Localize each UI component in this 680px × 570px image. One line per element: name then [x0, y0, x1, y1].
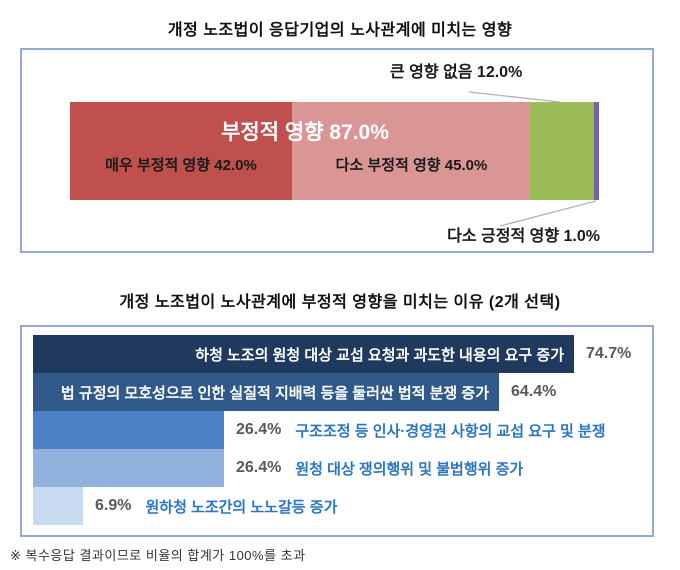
- segment-very-negative: [70, 102, 293, 200]
- chart1-panel: 부정적 영향 87.0% 매우 부정적 영향 42.0% 다소 부정적 영향 4…: [20, 48, 654, 253]
- bar-label: 구조조정 등 인사·경영권 사항의 교섭 요구 및 분쟁: [295, 422, 606, 440]
- bar-value: 74.7%: [586, 345, 632, 362]
- chart1-title: 개정 노조법이 응답기업의 노사관계에 미치는 영향: [167, 22, 513, 39]
- reason-bars: 하청 노조의 원청 대상 교섭 요청과 과도한 내용의 요구 증가 74.7% …: [33, 335, 645, 525]
- bar-label: 하청 노조의 원청 대상 교섭 요청과 과도한 내용의 요구 증가: [195, 346, 564, 364]
- no-impact-label: 큰 영향 없음 12.0%: [390, 64, 523, 81]
- very-negative-label: 매우 부정적 영향 42.0%: [105, 157, 257, 174]
- bar-illegal-actions: [33, 449, 224, 487]
- leader-line-no-impact: [468, 91, 561, 103]
- negative-total-label: 부정적 영향 87.0%: [221, 121, 389, 144]
- bar-row: 6.9% 원하청 노조간의 노노갈등 증가: [33, 487, 645, 525]
- bar-value: 26.4%: [236, 421, 282, 438]
- chart2-title: 개정 노조법이 노사관계에 부정적 영향을 미치는 이유 (2개 선택): [119, 294, 561, 311]
- bar-value: 6.9%: [95, 497, 132, 514]
- stacked-bar: [70, 102, 599, 200]
- bar-subcontract-demands: 하청 노조의 원청 대상 교섭 요청과 과도한 내용의 요구 증가: [33, 335, 574, 373]
- somewhat-negative-label: 다소 부정적 영향 45.0%: [335, 157, 488, 174]
- segment-somewhat-positive: [593, 102, 599, 200]
- bar-restructuring-disputes: [33, 411, 224, 449]
- bar-label: 원청 대상 쟁의행위 및 불법행위 증가: [295, 460, 524, 478]
- bar-legal-disputes: 법 규정의 모호성으로 인한 실질적 지배력 등을 둘러싼 법적 분쟁 증가: [33, 373, 499, 411]
- bar-row: 법 규정의 모호성으로 인한 실질적 지배력 등을 둘러싼 법적 분쟁 증가 6…: [33, 373, 645, 411]
- bar-row: 하청 노조의 원청 대상 교섭 요청과 과도한 내용의 요구 증가 74.7%: [33, 335, 645, 373]
- footnote: ※ 복수응답 결과이므로 비율의 합계가 100%를 초과: [10, 548, 306, 563]
- segment-no-impact: [530, 102, 594, 200]
- bar-value: 26.4%: [236, 459, 282, 476]
- bar-label: 법 규정의 모호성으로 인한 실질적 지배력 등을 둘러싼 법적 분쟁 증가: [60, 384, 489, 402]
- somewhat-positive-label: 다소 긍정적 영향 1.0%: [447, 228, 600, 245]
- bar-union-conflict: [33, 487, 83, 525]
- bar-value: 64.4%: [511, 383, 557, 400]
- bar-row: 26.4% 구조조정 등 인사·경영권 사항의 교섭 요구 및 분쟁: [33, 411, 645, 449]
- bar-label: 원하청 노조간의 노노갈등 증가: [145, 498, 338, 516]
- bar-row: 26.4% 원청 대상 쟁의행위 및 불법행위 증가: [33, 449, 645, 487]
- segment-somewhat-negative: [292, 102, 531, 200]
- chart2-panel: 하청 노조의 원청 대상 교섭 요청과 과도한 내용의 요구 증가 74.7% …: [20, 325, 654, 537]
